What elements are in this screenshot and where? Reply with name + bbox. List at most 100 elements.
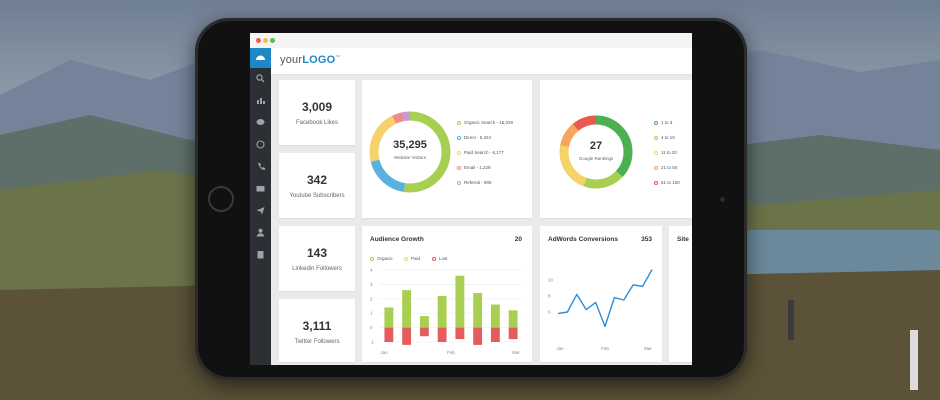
gain-bar: [508, 310, 518, 328]
twitter-followers-label: Twitter Followers: [294, 339, 340, 345]
stat-card-linkedin[interactable]: 143 Linkedin Followers: [279, 226, 355, 291]
legend-rank-4-10: 4 to 10: [654, 135, 675, 140]
app-header: yourLOGO™: [271, 48, 692, 75]
legend-referral: Referral - 906: [457, 180, 492, 185]
site-card-title: Site: [677, 236, 689, 243]
x-tick-label: Jan: [380, 350, 388, 355]
facebook-likes-label: Facebook Likes: [295, 120, 339, 126]
stat-card-youtube[interactable]: 342 Youtube Subscribers: [279, 153, 355, 218]
x-tick-label: Mar: [512, 350, 520, 355]
y-tick-label: -1: [370, 340, 374, 345]
legend-paid-search: Paid Search - 6,177: [457, 150, 504, 155]
gain-bar: [473, 293, 483, 328]
dashboard-screen: yourLOGO™ 3,009 Facebook Likes 342 Youtu…: [250, 33, 692, 365]
lost-bar: [473, 327, 483, 345]
y-tick-label: 4: [370, 268, 373, 273]
adwords-title: AdWords Conversions: [548, 236, 618, 243]
website-visitors-label: Website Visitors: [393, 155, 427, 160]
lost-bar: [437, 327, 447, 342]
youtube-subscribers-label: Youtube Subscribers: [289, 193, 345, 199]
maximize-dot-icon[interactable]: [270, 38, 275, 43]
x-tick-label: Jan: [556, 346, 564, 351]
twitter-followers-value: 3,111: [302, 319, 332, 333]
legend-organic: Organic: [370, 256, 393, 261]
adwords-line-chart: 10 8 6 Jan Feb Mar: [548, 269, 653, 351]
y-tick-label: 6: [548, 310, 551, 315]
youtube-subscribers-value: 342: [306, 173, 328, 187]
logo-prefix: your: [280, 54, 303, 66]
y-tick-label: 10: [548, 278, 554, 283]
y-tick-label: 0: [370, 325, 373, 330]
send-icon[interactable]: [255, 205, 266, 216]
bar-chart-icon[interactable]: [255, 95, 266, 106]
logo-main: LOGO: [302, 54, 336, 66]
chat-icon[interactable]: [255, 117, 266, 128]
sidebar-dashboard-item[interactable]: [250, 48, 271, 68]
site-card[interactable]: Site: [669, 226, 692, 362]
adwords-conversions-card[interactable]: AdWords Conversions 353 10 8 6 Jan Feb Mar: [540, 226, 662, 362]
website-visitors-total: 35,295: [393, 139, 427, 151]
lost-bar: [384, 327, 394, 342]
gain-bar: [419, 316, 429, 328]
y-tick-label: 8: [548, 294, 551, 299]
logo-tm: ™: [335, 54, 341, 61]
rankings-slice: [559, 115, 633, 189]
gain-bar: [455, 275, 465, 328]
legend-organic-search: Organic Search - 15,029: [457, 120, 513, 125]
legend-rank-21-50: 21 to 50: [654, 165, 677, 170]
facebook-likes-value: 3,009: [301, 100, 333, 114]
user-icon[interactable]: [255, 227, 266, 238]
legend-email: Email - 1,229: [457, 165, 491, 170]
rankings-slice: [559, 115, 633, 189]
linkedin-followers-label: Linkedin Followers: [292, 266, 342, 272]
legend-direct: Direct - 5,324: [457, 135, 491, 140]
lost-bar: [508, 327, 518, 340]
phone-icon[interactable]: [255, 161, 266, 172]
x-tick-label: Mar: [644, 346, 652, 351]
linkedin-followers-value: 143: [306, 246, 328, 260]
y-tick-label: 2: [370, 296, 373, 301]
close-dot-icon[interactable]: [256, 38, 261, 43]
google-rankings-donut: [559, 115, 633, 189]
legend-paid: Paid: [404, 256, 420, 261]
home-button[interactable]: [208, 186, 234, 212]
stat-card-twitter[interactable]: 3,111 Twitter Followers: [279, 299, 355, 362]
legend-rank-11-20: 11 to 20: [654, 150, 677, 155]
tablet-device: yourLOGO™ 3,009 Facebook Likes 342 Youtu…: [195, 18, 747, 380]
stat-card-facebook[interactable]: 3,009 Facebook Likes: [279, 80, 355, 145]
globe-icon[interactable]: [255, 139, 266, 150]
y-tick-label: 1: [370, 311, 373, 316]
y-tick-label: 3: [370, 282, 373, 287]
search-icon[interactable]: [255, 73, 266, 84]
audience-growth-title: Audience Growth: [370, 236, 424, 243]
gain-bar: [437, 295, 447, 328]
x-tick-label: Feb: [601, 346, 609, 351]
google-rankings-card[interactable]: 27 Google Rankings 1 to 3 4 to 10 11 to …: [540, 80, 692, 218]
logo[interactable]: yourLOGO™: [280, 54, 341, 66]
google-rankings-total: 27: [589, 140, 603, 152]
lost-bar: [455, 327, 465, 340]
visitors-slice: [369, 111, 451, 193]
website-visitors-donut: [369, 111, 451, 193]
x-tick-label: Feb: [447, 350, 455, 355]
gain-bar: [384, 307, 394, 328]
dashboard-icon: [256, 55, 265, 60]
conversions-line: [557, 269, 653, 328]
audience-growth-number: 20: [514, 236, 522, 243]
clipboard-icon[interactable]: [255, 249, 266, 260]
adwords-number: 353: [641, 236, 652, 243]
google-rankings-label: Google Rankings: [578, 156, 614, 161]
sidebar: [250, 48, 271, 365]
lost-bar: [402, 327, 412, 345]
browser-bar: [250, 33, 692, 49]
lost-bar: [419, 327, 429, 337]
mail-icon[interactable]: [255, 183, 266, 194]
legend-rank-1-3: 1 to 3: [654, 120, 672, 125]
audience-growth-chart: 4 3 2 1 0 -1 Jan Feb Mar: [370, 268, 522, 355]
camera-icon: [720, 197, 725, 202]
lost-bar: [490, 327, 500, 342]
minimize-dot-icon[interactable]: [263, 38, 268, 43]
website-visitors-card[interactable]: 35,295 Website Visitors Organic Search -…: [362, 80, 532, 218]
gain-bar: [402, 290, 412, 328]
